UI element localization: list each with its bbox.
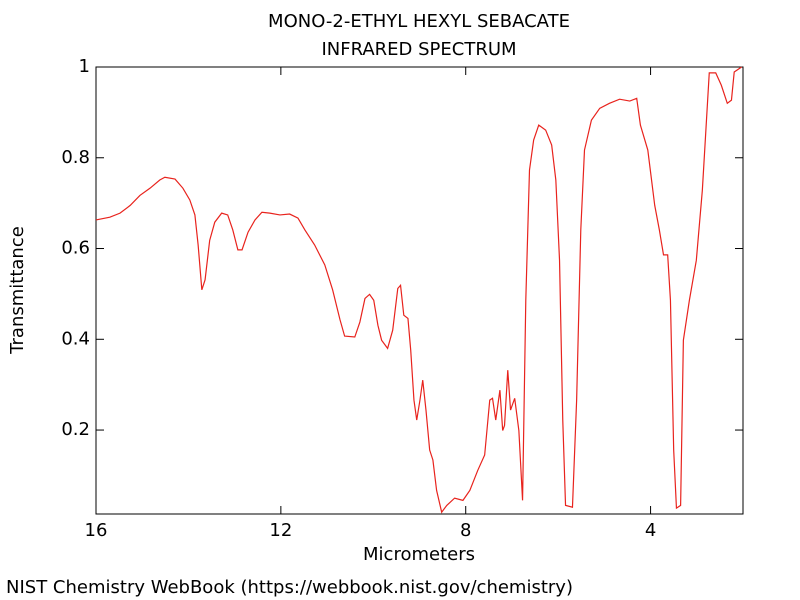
chart-title: MONO-2-ETHYL HEXYL SEBACATE (268, 11, 570, 32)
y-tick-label: 0.2 (61, 419, 90, 440)
spectrum-line (95, 66, 742, 514)
x-tick-label: 8 (460, 520, 471, 541)
x-tick-label: 16 (85, 520, 108, 541)
plot-frame (95, 66, 744, 515)
chart-subtitle: INFRARED SPECTRUM (321, 39, 516, 60)
y-tick-label: 0.4 (61, 328, 90, 349)
footer: NIST Chemistry WebBook (https://webbook.… (6, 577, 573, 598)
y-tick-label: 0.6 (61, 238, 90, 259)
y-tick-label: 1 (79, 56, 90, 77)
x-tick-label: 4 (645, 520, 656, 541)
y-tick-label: 0.8 (61, 147, 90, 168)
y-axis-label: Transmittance (7, 226, 28, 355)
x-axis-label: Micrometers (363, 544, 475, 565)
x-tick-label: 12 (269, 520, 292, 541)
